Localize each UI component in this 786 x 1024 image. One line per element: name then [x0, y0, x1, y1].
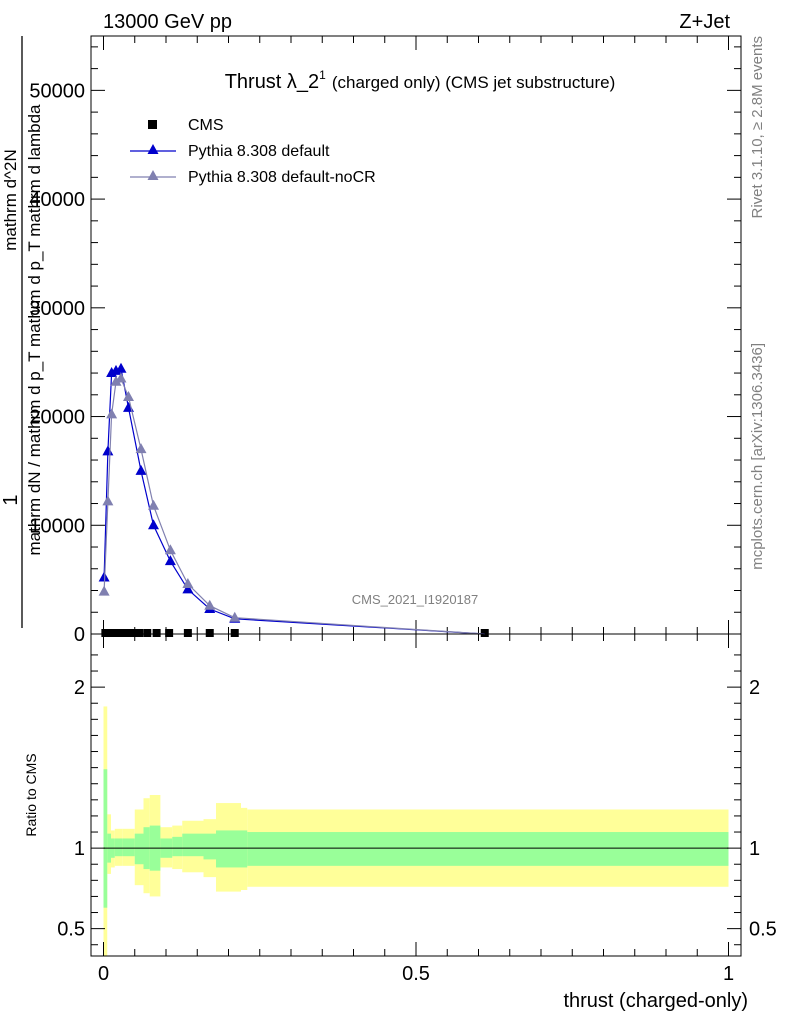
legend-label-cms: CMS — [188, 117, 224, 134]
series-marker-2 — [182, 577, 194, 588]
series-marker-1 — [182, 583, 194, 594]
header-left: 13000 GeV pp — [103, 11, 232, 33]
main-ytick-label: 30000 — [29, 298, 85, 320]
header-right: Z+Jet — [679, 11, 730, 33]
cms-point — [127, 629, 136, 637]
series-marker-2 — [229, 611, 241, 622]
series-marker-2 — [98, 585, 110, 596]
ylabel-denominator: mathrm dN / mathrm d p_T mathrm d p_T ma… — [25, 104, 44, 556]
main-series — [98, 362, 489, 637]
ratio-band-green — [203, 833, 216, 860]
cms-point — [183, 629, 192, 637]
ratio-ytick-label: 1 — [74, 838, 85, 860]
legend-marker-cms — [148, 120, 157, 129]
series-marker-2 — [164, 544, 176, 555]
ratio-band-green — [103, 769, 108, 908]
ratio-band-green — [247, 832, 729, 866]
ratio-band-green — [126, 838, 135, 857]
ratio-band-green — [241, 830, 248, 868]
series-marker-2 — [102, 495, 114, 506]
series-marker-2 — [148, 499, 159, 510]
series-marker-1 — [164, 555, 176, 566]
mcplots-text: mcplots.cern.ch [arXiv:1306.3436] — [749, 343, 766, 570]
main-ylabel: 1 mathrm d^2N mathrm dN / mathrm d p_T m… — [0, 36, 44, 628]
ratio-band-green — [114, 838, 119, 857]
series-marker-2 — [204, 599, 216, 610]
main-ytick-label: 0 — [74, 624, 85, 646]
ratio-ytick-label-right: 2 — [749, 677, 760, 699]
series-marker-2 — [135, 443, 147, 454]
series-marker-1 — [135, 464, 147, 475]
main-ytick-label: 40000 — [29, 189, 85, 211]
analysis-id: CMS_2021_I1920187 — [352, 592, 479, 607]
series-marker-1 — [115, 362, 127, 373]
series-marker-2 — [106, 408, 118, 419]
ratio-ytick-label-right: 0.5 — [749, 919, 777, 941]
series-marker-1 — [123, 401, 134, 412]
rivet-text: Rivet 3.1.10, ≥ 2.8M events — [749, 36, 766, 219]
ratio-ytick-label: 0.5 — [57, 919, 85, 941]
ratio-band-green — [118, 838, 123, 857]
main-ytick-label: 10000 — [29, 515, 85, 537]
cms-point — [152, 629, 161, 637]
cms-point — [116, 629, 125, 637]
ratio-ytick-label-right: 1 — [749, 838, 760, 860]
series-marker-1 — [148, 519, 159, 530]
series-marker-1 — [98, 571, 110, 582]
cms-point — [230, 629, 239, 637]
main-title: Thrust λ_21 (charged only) (CMS jet subst… — [225, 68, 616, 93]
ratio-panel: 0.5 0.5 1 1 2 2 0 0.5 1 Ratio to CMS thrust (cha… — [23, 633, 777, 1012]
ratio-band-green — [122, 838, 126, 857]
series-marker-1 — [102, 445, 114, 456]
cms-point — [143, 629, 152, 637]
series-marker-2 — [110, 375, 122, 386]
main-ytick-label: 20000 — [29, 407, 85, 429]
ylabel-sub: mathrm d^2N — [1, 149, 20, 251]
main-axis-ticks: 0 10000 20000 30000 40000 50000 — [29, 36, 741, 646]
ratio-band-green — [182, 833, 204, 857]
cms-point — [205, 629, 214, 637]
ratio-band-green — [172, 836, 183, 857]
ratio-axis-ticks: 0.5 0.5 1 1 2 2 0 0.5 1 — [57, 634, 777, 985]
xtick-label: 0 — [98, 963, 109, 985]
ratio-ytick-label: 2 — [74, 677, 85, 699]
legend-marker-nocr — [147, 170, 159, 180]
legend: CMS Pythia 8.308 default Pythia 8.308 de… — [130, 117, 376, 186]
xtick-label: 1 — [723, 963, 734, 985]
ylabel-numerator: 1 — [0, 494, 22, 505]
cms-point — [165, 629, 174, 637]
cms-point — [480, 629, 489, 637]
ratio-frame — [90, 633, 742, 957]
series-marker-2 — [115, 372, 127, 383]
ratio-band-green — [134, 833, 144, 865]
cms-point — [121, 629, 130, 637]
main-ytick-label: 50000 — [29, 80, 85, 102]
ratio-band-green — [216, 830, 241, 868]
x-axis-label: thrust (charged-only) — [563, 990, 748, 1012]
xtick-label: 0.5 — [402, 963, 430, 985]
legend-label-nocr: Pythia 8.308 default-noCR — [188, 169, 376, 186]
legend-label-default: Pythia 8.308 default — [188, 143, 330, 160]
ratio-bands — [103, 706, 729, 956]
main-panel: 0 10000 20000 30000 40000 50000 Thrust λ_21 (c… — [0, 35, 742, 646]
legend-marker-default — [147, 144, 159, 154]
ratio-ylabel: Ratio to CMS — [23, 753, 39, 836]
series-marker-2 — [123, 390, 134, 401]
cms-point — [135, 629, 144, 637]
